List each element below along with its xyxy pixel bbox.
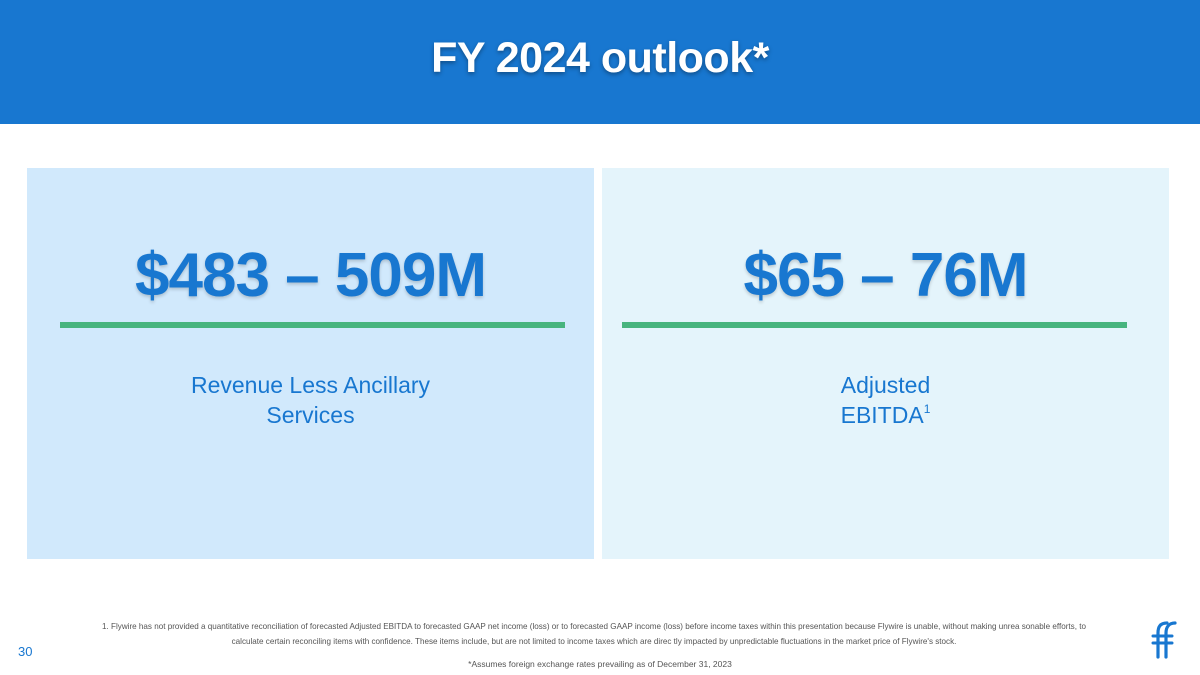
ebitda-footnote-marker: 1 bbox=[923, 402, 931, 416]
title-banner: FY 2024 outlook* bbox=[0, 0, 1200, 124]
slide-title: FY 2024 outlook* bbox=[431, 34, 769, 82]
revenue-label: Revenue Less Ancillary Services bbox=[27, 370, 594, 430]
ebitda-panel: $65 – 76M Adjusted EBITDA1 bbox=[602, 168, 1169, 559]
revenue-label-line1: Revenue Less Ancillary bbox=[190, 372, 431, 398]
revenue-figure: $483 – 509M bbox=[135, 241, 487, 310]
flywire-logo-icon bbox=[1151, 621, 1177, 659]
ebitda-label-line2-wrap: EBITDA1 bbox=[602, 400, 1169, 430]
revenue-panel: $483 – 509M Revenue Less Ancillary Servi… bbox=[27, 168, 594, 559]
revenue-label-line2: Services bbox=[266, 402, 355, 428]
footnote: 1. Flywire has not provided a quantitati… bbox=[28, 619, 1160, 649]
page-number: 30 bbox=[18, 644, 33, 659]
ebitda-label-line1: Adjusted bbox=[840, 372, 931, 398]
fx-assumption-note: *Assumes foreign exchange rates prevaili… bbox=[468, 659, 732, 669]
ebitda-figure: $65 – 76M bbox=[743, 241, 1029, 310]
footnote-line2: calculate certain reconciling items with… bbox=[231, 637, 957, 646]
ebitda-label: Adjusted EBITDA1 bbox=[602, 370, 1169, 430]
ebitda-label-line2: EBITDA bbox=[840, 402, 924, 428]
revenue-divider bbox=[60, 322, 565, 328]
footnote-line1: 1. Flywire has not provided a quantitati… bbox=[102, 622, 1086, 631]
ebitda-divider bbox=[622, 322, 1127, 328]
